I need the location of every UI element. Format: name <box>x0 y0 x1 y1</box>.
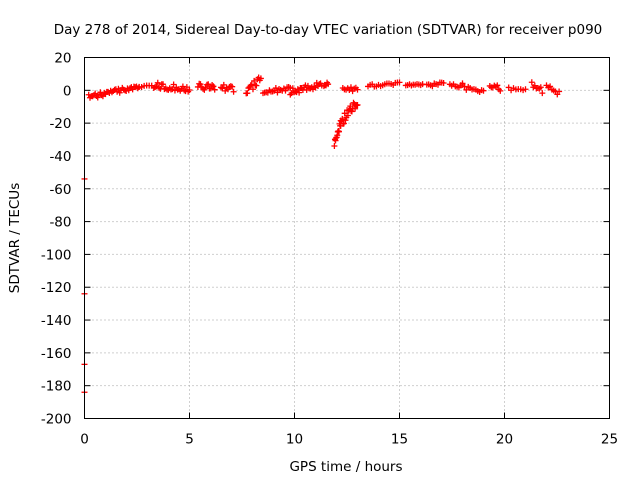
data-point <box>440 80 447 87</box>
plot-frame <box>84 57 610 419</box>
x-tick-label: 15 <box>391 432 408 448</box>
data-point <box>539 90 546 97</box>
data-point <box>396 79 403 86</box>
data-point <box>296 89 303 96</box>
data-point <box>352 105 359 112</box>
x-tick-label: 25 <box>601 432 618 448</box>
data-point <box>244 90 251 97</box>
data-point <box>463 86 470 93</box>
data-point <box>340 120 347 127</box>
data-point <box>205 81 212 88</box>
data-point <box>230 88 237 95</box>
data-point <box>494 82 501 89</box>
data-point <box>348 108 355 115</box>
data-point <box>210 83 217 90</box>
y-tick-label: -80 <box>49 215 71 231</box>
data-point <box>344 112 351 119</box>
grid-lines <box>84 57 610 419</box>
data-point <box>134 85 141 92</box>
data-point <box>537 84 544 91</box>
data-point <box>547 83 554 90</box>
data-point <box>248 81 255 88</box>
x-tick-label: 20 <box>496 432 513 448</box>
chart-title: Day 278 of 2014, Sidereal Day-to-day VTE… <box>54 22 603 38</box>
data-point <box>179 83 186 90</box>
data-point <box>272 84 279 91</box>
data-point <box>197 81 204 88</box>
y-tick-label: -180 <box>41 379 72 395</box>
y-axis-label: SDTVAR / TECUs <box>7 183 23 293</box>
data-point <box>331 142 338 149</box>
y-tick-label: -160 <box>41 346 72 362</box>
x-tick-label: 5 <box>185 432 194 448</box>
data-point <box>354 86 361 93</box>
data-point <box>251 77 258 84</box>
y-tick-label: -120 <box>41 280 72 296</box>
data-point <box>229 83 236 90</box>
y-tick-label: -40 <box>49 149 71 165</box>
data-point <box>209 82 216 89</box>
y-tick-label: -100 <box>41 247 72 263</box>
x-axis-label: GPS time / hours <box>289 459 402 475</box>
data-point <box>201 86 208 93</box>
data-point <box>97 89 104 96</box>
data-point <box>341 110 348 117</box>
x-tick-label: 10 <box>286 432 303 448</box>
data-point <box>289 85 296 92</box>
data-point <box>342 117 349 124</box>
y-tick-label: 20 <box>54 51 71 67</box>
data-point <box>325 81 332 88</box>
data-point <box>556 88 563 95</box>
data-points <box>85 74 563 149</box>
y-tick-label: 0 <box>63 83 72 99</box>
data-point <box>154 79 161 86</box>
data-point <box>339 115 346 122</box>
x-tick-label: 0 <box>80 432 89 448</box>
data-point <box>211 86 218 93</box>
data-point <box>528 79 535 86</box>
data-point <box>480 87 487 94</box>
data-point <box>257 75 264 82</box>
x-axis-ticks: 0 5 10 15 20 25 <box>80 57 618 448</box>
y-tick-label: -20 <box>49 116 71 132</box>
data-point <box>522 86 529 93</box>
data-point <box>335 128 342 135</box>
data-point <box>274 89 281 96</box>
y-tick-label: -60 <box>49 182 71 198</box>
data-point <box>186 86 193 93</box>
data-point <box>497 87 504 94</box>
data-point <box>181 87 188 94</box>
data-point <box>156 84 163 91</box>
data-point <box>94 94 101 101</box>
data-point <box>160 81 167 88</box>
data-point <box>282 87 289 94</box>
data-point <box>249 86 256 93</box>
y-tick-label: -200 <box>41 412 72 428</box>
data-point <box>253 82 260 89</box>
y-axis-ticks: 20 0 -20 -40 -60 -80 -100 -120 -140 -160 -180 -200 <box>41 51 610 428</box>
data-point <box>354 101 361 108</box>
y-tick-label: -140 <box>41 313 72 329</box>
